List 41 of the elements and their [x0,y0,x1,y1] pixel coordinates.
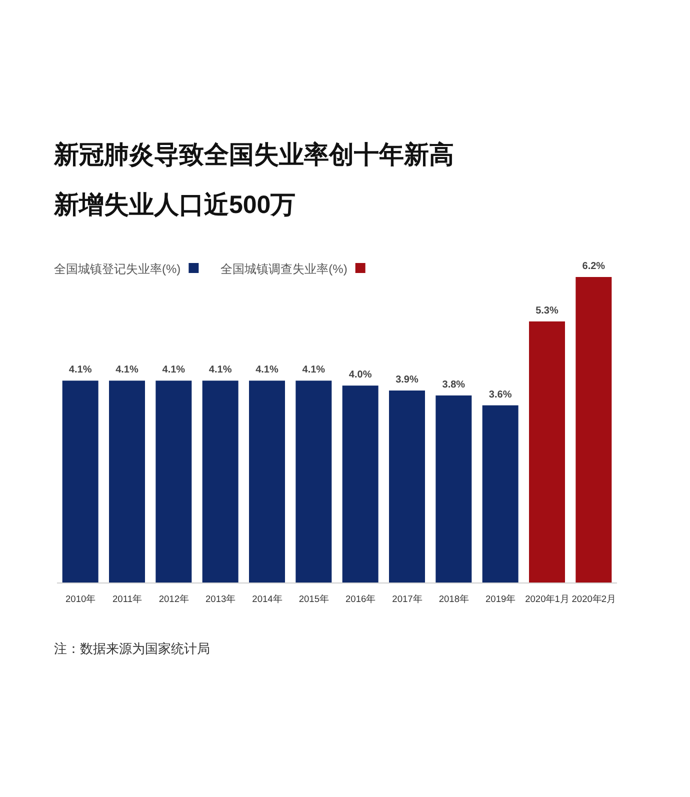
data-label: 4.1% [68,364,92,376]
data-label: 4.1% [162,364,186,376]
bar [342,386,378,583]
bar [249,380,285,583]
data-label: 4.1% [256,364,279,376]
x-tick-label: 2018年 [438,594,469,604]
x-tick-label: 2010年 [65,594,96,604]
legend-label: 全国城镇调查失业率(%) [220,262,348,276]
bar [529,321,565,583]
data-label: 4.1% [208,364,232,376]
x-tick-label: 2019年 [485,594,516,604]
x-tick-label: 2012年 [158,594,189,604]
data-label: 3.6% [488,389,512,400]
data-label: 4.1% [116,364,139,376]
data-label: 4.0% [348,370,372,381]
x-tick-label: 2015年 [298,594,329,604]
chart-subtitle: 新增失业人口近500万 [53,191,296,219]
x-tick-label: 2016年 [345,594,376,604]
x-tick-label: 2011年 [112,594,142,604]
x-tick-label: 2020年1月 [525,594,569,604]
data-label: 4.1% [302,364,326,376]
bar [62,380,98,583]
bar [296,380,332,583]
data-label: 6.2% [582,261,606,272]
x-tick-label: 2017年 [392,594,422,604]
chart-title: 新冠肺炎导致全国失业率创十年新高 [53,141,454,169]
legend-label: 全国城镇登记失业率(%) [54,262,181,276]
x-tick-label: 2013年 [205,594,236,604]
bar [576,277,612,583]
x-tick-label: 2020年2月 [572,594,616,604]
bar [156,380,192,583]
data-label: 3.9% [396,374,419,386]
x-tick-label: 2014年 [252,594,282,604]
bar [389,390,425,583]
data-label: 3.8% [442,379,466,390]
bar [482,405,518,583]
data-label: 5.3% [536,305,559,316]
text: 注：数据来源为国家统计局 [54,641,210,656]
bar [202,380,238,583]
bar [436,395,472,583]
bar [109,380,145,583]
